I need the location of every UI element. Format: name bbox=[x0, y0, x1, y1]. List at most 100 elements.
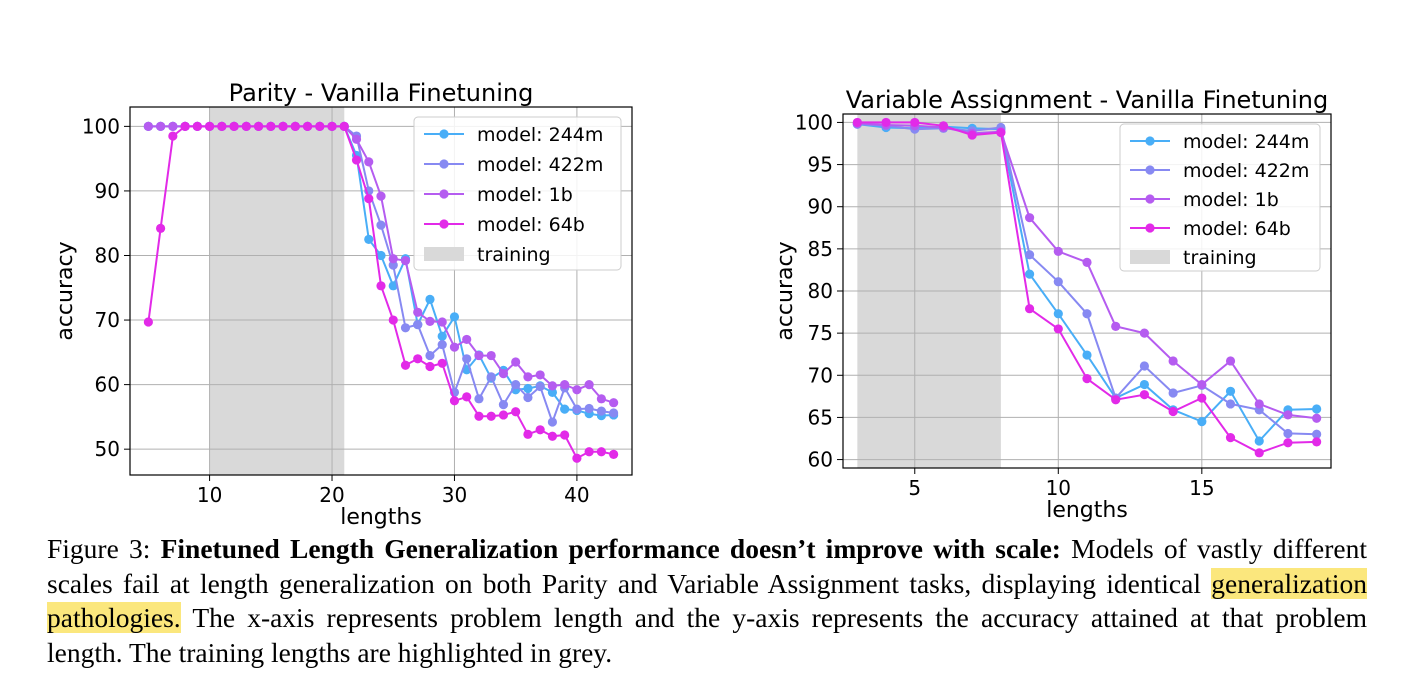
varassign-point-s2 bbox=[1024, 213, 1035, 223]
parity-point-s3 bbox=[572, 453, 582, 463]
varassign-point-s2 bbox=[1139, 328, 1150, 338]
caption-label: Figure 3: bbox=[47, 533, 151, 564]
varassign-point-s3 bbox=[910, 117, 920, 128]
parity-point-s3 bbox=[547, 431, 558, 441]
parity-point-s1 bbox=[547, 417, 558, 427]
parity-point-s0 bbox=[547, 387, 558, 397]
varassign-point-s2 bbox=[1111, 321, 1121, 331]
parity-legend-label-0: model: 244m bbox=[477, 124, 603, 146]
varassign-xtick-label: 10 bbox=[1046, 476, 1071, 500]
parity-point-s1 bbox=[572, 404, 582, 414]
varassign-point-s0 bbox=[1053, 309, 1063, 319]
varassign-point-s3 bbox=[1053, 324, 1063, 334]
parity-point-s2 bbox=[168, 121, 178, 131]
parity-point-s1 bbox=[596, 406, 606, 416]
parity-point-s3 bbox=[351, 155, 362, 165]
parity-point-s2 bbox=[547, 381, 558, 391]
varassign-point-s3 bbox=[881, 117, 891, 128]
varassign-y-axis-label: accuracy bbox=[773, 241, 798, 340]
varassign-point-s0 bbox=[1225, 386, 1236, 396]
parity-point-s3 bbox=[413, 354, 423, 364]
parity-point-s3 bbox=[278, 121, 288, 131]
varassign-x-axis-label: lengths bbox=[1046, 498, 1128, 523]
parity-xtick-label: 40 bbox=[564, 483, 589, 507]
parity-point-s2 bbox=[425, 316, 435, 326]
parity-point-s3 bbox=[302, 121, 313, 131]
parity-legend-box bbox=[413, 116, 622, 271]
varassign-point-s3 bbox=[996, 127, 1006, 138]
varassign-legend-box bbox=[1119, 123, 1321, 272]
parity-ytick-label: 50 bbox=[95, 437, 120, 461]
parity-point-s3 bbox=[584, 447, 594, 457]
parity-point-s3 bbox=[400, 360, 411, 370]
varassign-point-s3 bbox=[852, 117, 862, 128]
varassign-point-s1 bbox=[1053, 277, 1063, 287]
varassign-point-s2 bbox=[1312, 413, 1322, 423]
varassign-xtick-label: 15 bbox=[1189, 476, 1214, 500]
parity-legend-marker-3 bbox=[439, 219, 449, 229]
parity-legend-training-swatch bbox=[424, 247, 464, 261]
parity-point-s1 bbox=[413, 319, 423, 330]
varassign-point-s0 bbox=[1082, 350, 1092, 360]
parity-legend-marker-1 bbox=[439, 159, 449, 169]
varassign-point-s2 bbox=[1082, 257, 1092, 267]
parity-point-s3 bbox=[535, 425, 545, 435]
parity-point-s3 bbox=[143, 317, 153, 327]
parity-ytick-label: 80 bbox=[95, 243, 120, 267]
parity-point-s2 bbox=[535, 370, 545, 380]
parity-point-s0 bbox=[376, 250, 386, 261]
parity-y-axis-label: accuracy bbox=[53, 241, 78, 340]
varassign-ytick-label: 80 bbox=[808, 279, 833, 303]
parity-legend-label-1: model: 422m bbox=[477, 154, 603, 176]
parity-point-s0 bbox=[449, 312, 460, 322]
parity-ytick-label: 90 bbox=[95, 179, 120, 203]
varassign-legend-training-swatch bbox=[1130, 250, 1170, 264]
varassign-legend-label-3: model: 64b bbox=[1183, 218, 1291, 240]
parity-point-s3 bbox=[462, 392, 472, 402]
parity-point-s3 bbox=[339, 121, 349, 131]
parity-point-s2 bbox=[572, 385, 582, 395]
varassign-ytick-label: 95 bbox=[808, 153, 833, 177]
varassign-point-s0 bbox=[1197, 417, 1207, 427]
varassign-point-s2 bbox=[1197, 379, 1207, 390]
parity-point-s3 bbox=[511, 407, 521, 417]
varassign-point-s3 bbox=[1254, 448, 1264, 458]
parity-point-s1 bbox=[376, 220, 386, 230]
varassign-chart-title: Variable Assignment - Vanilla Finetuning bbox=[846, 86, 1328, 114]
parity-point-s1 bbox=[609, 408, 619, 418]
parity-point-s3 bbox=[376, 281, 386, 291]
parity-point-s3 bbox=[486, 411, 496, 421]
varassign-point-s2 bbox=[1053, 246, 1063, 256]
parity-point-s2 bbox=[156, 121, 166, 131]
parity-point-s2 bbox=[388, 254, 398, 264]
parity-xtick-label: 10 bbox=[197, 483, 222, 507]
parity-point-s3 bbox=[364, 194, 374, 204]
parity-point-s2 bbox=[351, 134, 362, 144]
varassign-point-s3 bbox=[1283, 438, 1293, 448]
parity-point-s1 bbox=[584, 403, 594, 414]
figure-charts: 50 60 70 80 90 100 10 20 30 40 Parity - Vanilla Fi… bbox=[53, 79, 1332, 530]
parity-training-region bbox=[209, 107, 345, 475]
varassign-ytick-label: 100 bbox=[795, 110, 833, 134]
varassign-legend-label-0: model: 244m bbox=[1183, 131, 1309, 153]
varassign-xtick-label: 5 bbox=[908, 476, 921, 500]
parity-point-s0 bbox=[425, 294, 435, 304]
varassign-point-s1 bbox=[1139, 361, 1150, 371]
parity-point-s2 bbox=[486, 350, 496, 361]
varassign-point-s3 bbox=[1082, 374, 1092, 384]
parity-point-s2 bbox=[376, 191, 386, 201]
parity-point-s1 bbox=[498, 400, 509, 410]
parity-point-s3 bbox=[229, 121, 239, 131]
varassign-point-s0 bbox=[1139, 379, 1150, 390]
parity-point-s3 bbox=[217, 121, 227, 131]
parity-point-s1 bbox=[535, 381, 545, 392]
parity-point-s2 bbox=[474, 350, 484, 361]
varassign-legend-marker-0 bbox=[1145, 136, 1155, 146]
parity-point-s0 bbox=[437, 331, 447, 341]
varassign-point-s2 bbox=[1283, 410, 1293, 420]
parity-xtick-label: 20 bbox=[319, 483, 344, 507]
parity-point-s3 bbox=[290, 121, 300, 131]
parity-point-s3 bbox=[560, 430, 570, 440]
figure-caption: Figure 3: Finetuned Length Generalizatio… bbox=[47, 532, 1367, 670]
varassign-point-s3 bbox=[1312, 437, 1322, 447]
